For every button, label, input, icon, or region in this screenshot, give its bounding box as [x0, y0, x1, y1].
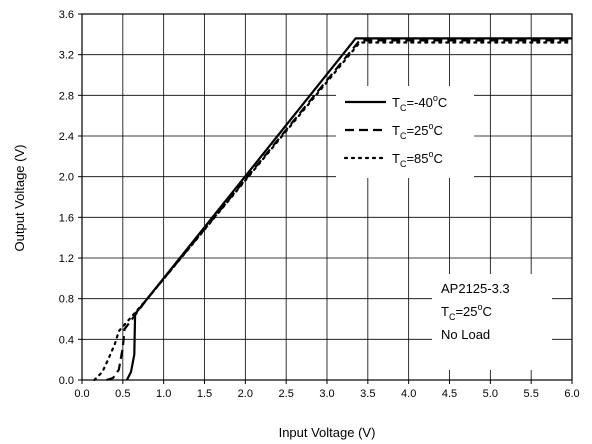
- annotation-temperature: TC=25oC: [441, 302, 492, 322]
- y-tick-label: 0.4: [59, 334, 74, 346]
- y-tick-label: 3.6: [59, 9, 74, 21]
- x-tick-label: 0.0: [74, 388, 89, 400]
- y-tick-label: 3.2: [59, 50, 74, 62]
- y-tick-label: 1.6: [59, 212, 74, 224]
- x-tick-label: 1.5: [197, 388, 212, 400]
- annotation-background: [432, 274, 552, 370]
- y-tick-label: 1.2: [59, 253, 74, 265]
- x-tick-label: 3.0: [319, 388, 334, 400]
- y-tick-label: 0.8: [59, 294, 74, 306]
- annotation-model: AP2125-3.3: [441, 281, 510, 296]
- x-tick-label: 0.5: [115, 388, 130, 400]
- annotation-load: No Load: [441, 327, 490, 342]
- axis-ticks: 0.0 0.5 1.0 1.5 2.0 2.5 3.0 3.5 4.0 4.5 5.0 5.5 6.0 0…: [59, 9, 580, 400]
- x-tick-label: 1.0: [156, 388, 171, 400]
- x-tick-label: 2.0: [238, 388, 253, 400]
- y-axis-label: Output Voltage (V): [12, 145, 27, 252]
- x-tick-label: 4.0: [401, 388, 416, 400]
- y-tick-label: 2.0: [59, 172, 74, 184]
- x-tick-label: 4.5: [442, 388, 457, 400]
- annotation-box: AP2125-3.3 TC=25oC No Load: [432, 274, 552, 370]
- x-tick-label: 5.5: [524, 388, 539, 400]
- x-axis-label: Input Voltage (V): [279, 425, 376, 440]
- x-tick-label: 3.5: [360, 388, 375, 400]
- y-tick-label: 0.0: [59, 375, 74, 387]
- series-line-dashed: [106, 39, 572, 382]
- y-tick-label: 2.8: [59, 90, 74, 102]
- series-line-dotted: [93, 41, 574, 382]
- y-tick-label: 2.4: [59, 131, 74, 143]
- legend-label: TC=-40oC: [392, 93, 447, 113]
- legend-label: TC=25oC: [392, 121, 443, 141]
- legend: TC=-40oC TC=25oC TC=85oC: [336, 86, 474, 178]
- x-tick-label: 6.0: [564, 388, 579, 400]
- legend-label: TC=85oC: [392, 149, 443, 169]
- series-lines: [93, 37, 574, 382]
- x-tick-label: 2.5: [279, 388, 294, 400]
- x-tick-label: 5.0: [483, 388, 498, 400]
